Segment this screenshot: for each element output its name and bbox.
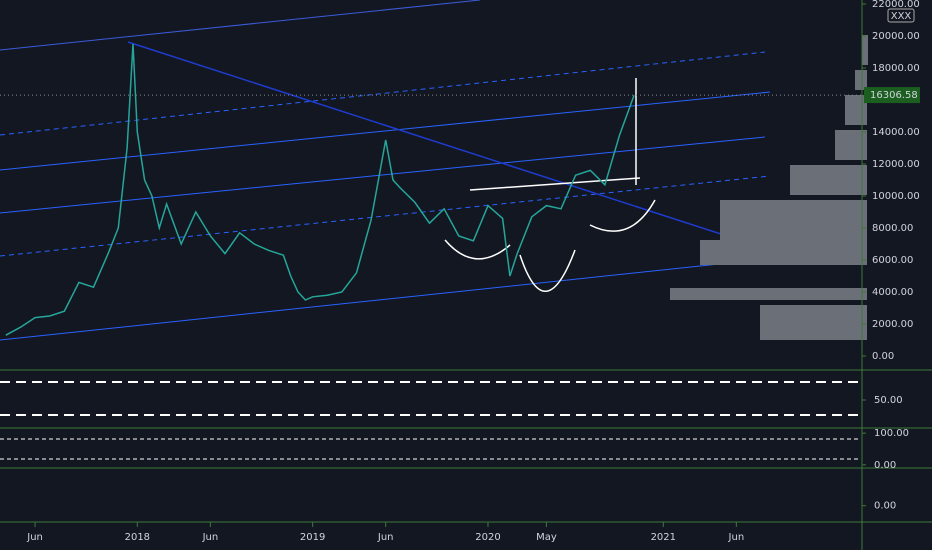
last-price-box [864, 87, 920, 104]
x-tick-label: 2019 [300, 532, 325, 543]
y-tick-label: 22000.00 [872, 0, 920, 10]
y-tick-label: 6000.00 [872, 255, 913, 266]
y-tick-label: 8000.00 [872, 223, 913, 234]
x-tick-label: Jun [377, 532, 394, 543]
last-price-label: 16306.58 [870, 90, 918, 101]
x-tick-label: May [536, 532, 557, 543]
y-tick-label: 18000.00 [872, 63, 920, 74]
stoch-tick-label: 100.00 [874, 428, 909, 439]
x-tick-label: 2021 [651, 532, 676, 543]
x-tick-label: Jun [202, 532, 219, 543]
symbol-badge: XXX [891, 11, 912, 22]
stoch-bands [0, 438, 860, 460]
y-tick-label: 14000.00 [872, 127, 920, 138]
y-tick-label: 4000.00 [872, 287, 913, 298]
symbol-badge-box [887, 8, 915, 23]
x-tick-label: 2020 [475, 532, 500, 543]
y-tick-label: 12000.00 [872, 159, 920, 170]
trendlines [0, 0, 796, 341]
macd-tick-label: 0.00 [874, 501, 896, 512]
y-tick-label: 20000.00 [872, 31, 920, 42]
rsi-tick-label: 50.00 [874, 395, 903, 406]
y-tick-label: 0.00 [872, 351, 894, 362]
x-tick-label: Jun [728, 532, 745, 543]
pattern-drawings [444, 78, 656, 292]
y-tick-label: 10000.00 [872, 191, 920, 202]
price-line [5, 43, 635, 336]
x-tick-label: Jun [26, 532, 43, 543]
stoch-tick-label: 0.00 [874, 460, 896, 471]
volume-profile [670, 35, 868, 340]
x-tick-label: 2018 [125, 532, 150, 543]
y-tick-label: 2000.00 [872, 319, 913, 330]
